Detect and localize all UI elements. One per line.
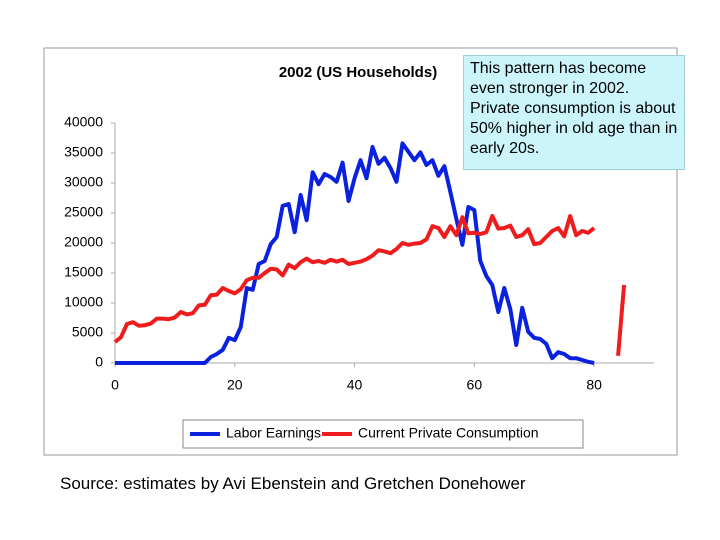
x-tick-label: 60 [467, 377, 483, 393]
y-tick-label: 20000 [64, 234, 103, 250]
legend-box [182, 419, 584, 449]
y-tick-label: 30000 [64, 174, 103, 190]
chart-title: 2002 (US Households) [279, 64, 437, 81]
x-tick-label: 0 [111, 377, 119, 393]
x-tick-label: 80 [586, 377, 602, 393]
x-tick-label: 40 [347, 377, 363, 393]
data-line [113, 214, 627, 356]
y-tick-label: 5000 [72, 324, 103, 340]
legend-label: Current Private Consumption [358, 425, 539, 441]
y-tick-label: 25000 [64, 204, 103, 220]
annotation: This pattern has become even stronger in… [463, 55, 685, 170]
source-note: Source: estimates by Avi Ebenstein and G… [60, 474, 526, 493]
y-tick-label: 35000 [64, 144, 103, 160]
y-tick-label: 40000 [64, 114, 103, 130]
y-tick-label: 10000 [64, 294, 103, 310]
legend-label: Labor Earnings [226, 425, 321, 441]
x-tick-label: 20 [227, 377, 243, 393]
data-line [115, 141, 595, 365]
y-tick-label: 15000 [64, 264, 103, 280]
y-tick-label: 0 [95, 354, 103, 370]
